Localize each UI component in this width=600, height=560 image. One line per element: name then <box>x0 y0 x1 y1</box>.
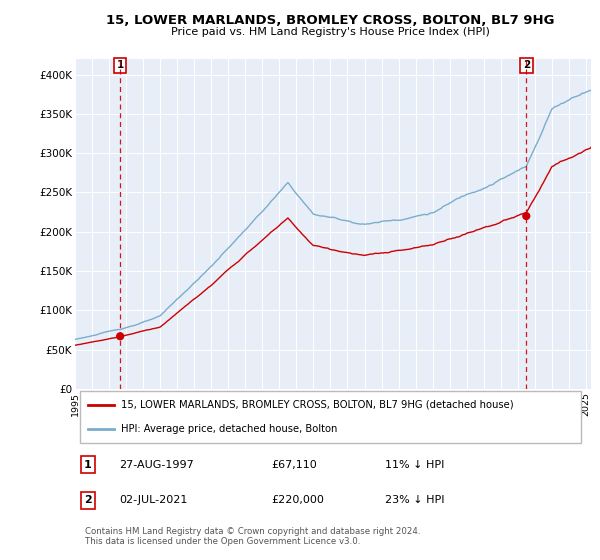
Text: 27-AUG-1997: 27-AUG-1997 <box>119 460 194 470</box>
Point <box>115 332 125 340</box>
Text: £220,000: £220,000 <box>271 496 324 505</box>
Text: 11% ↓ HPI: 11% ↓ HPI <box>385 460 444 470</box>
Text: 1: 1 <box>84 460 92 470</box>
Text: 02-JUL-2021: 02-JUL-2021 <box>119 496 187 505</box>
Text: 23% ↓ HPI: 23% ↓ HPI <box>385 496 444 505</box>
Text: £67,110: £67,110 <box>271 460 317 470</box>
Text: Price paid vs. HM Land Registry's House Price Index (HPI): Price paid vs. HM Land Registry's House … <box>170 27 490 37</box>
Text: 1: 1 <box>116 60 124 71</box>
Text: 2: 2 <box>523 60 530 71</box>
Point <box>521 212 531 221</box>
Text: 2: 2 <box>84 496 92 505</box>
Text: 15, LOWER MARLANDS, BROMLEY CROSS, BOLTON, BL7 9HG (detached house): 15, LOWER MARLANDS, BROMLEY CROSS, BOLTO… <box>121 400 514 410</box>
Text: HPI: Average price, detached house, Bolton: HPI: Average price, detached house, Bolt… <box>121 424 338 434</box>
FancyBboxPatch shape <box>80 391 581 442</box>
Text: Contains HM Land Registry data © Crown copyright and database right 2024.
This d: Contains HM Land Registry data © Crown c… <box>85 527 421 546</box>
Text: 15, LOWER MARLANDS, BROMLEY CROSS, BOLTON, BL7 9HG: 15, LOWER MARLANDS, BROMLEY CROSS, BOLTO… <box>106 14 554 27</box>
